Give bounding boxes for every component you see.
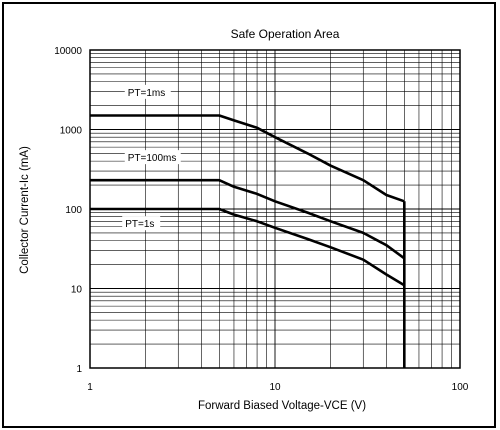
series-label-bg [124,84,171,99]
chart-title: Safe Operation Area [231,27,340,41]
y-tick-label: 10 [71,285,83,296]
x-tick-label: 1 [87,382,93,393]
x-tick-label: 100 [452,382,469,393]
x-tick-label: 10 [269,382,281,393]
series-label-bg [124,150,181,165]
chart-frame: Safe Operation Area 1 10 100 1 10 100 1000 100… [2,2,496,428]
series-lines [90,114,406,368]
series-label: PT=1ms [128,88,166,99]
y-tick-label: 1 [76,364,82,375]
series-line-0 [90,114,405,203]
y-tick-label: 10000 [54,46,82,57]
y-tick-label: 100 [65,205,82,216]
series-label-bg [122,216,161,231]
series-label: PT=100ms [128,153,177,164]
series-labels: PT=1ms PT=100ms PT=1s [122,84,181,231]
y-axis-label: Collector Current-Ic (mA) [19,146,31,274]
series-label: PT=1s [125,219,154,230]
x-tick-labels: 1 10 100 [87,382,469,393]
series-line-2 [90,207,405,287]
y-tick-label: 1000 [60,126,83,137]
soa-chart: Safe Operation Area 1 10 100 1 10 100 1000 100… [19,27,469,412]
series-line-1 [90,178,406,260]
x-axis-label: Forward Biased Voltage-VCE (V) [198,400,366,412]
y-tick-labels: 1 10 100 1000 10000 [54,46,82,375]
